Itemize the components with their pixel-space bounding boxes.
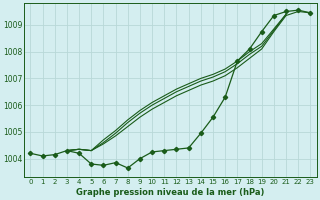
X-axis label: Graphe pression niveau de la mer (hPa): Graphe pression niveau de la mer (hPa): [76, 188, 265, 197]
